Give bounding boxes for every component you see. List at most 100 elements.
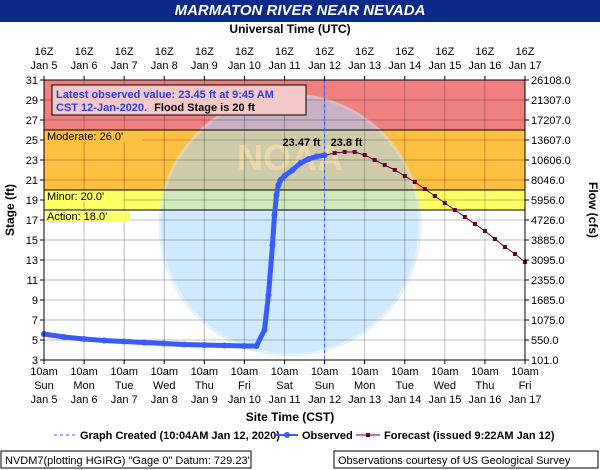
bottom-tick-day: Thu <box>195 380 214 392</box>
top-tick-date: Jan 16 <box>468 60 501 72</box>
forecast-point <box>392 168 397 172</box>
observed-point <box>269 242 276 248</box>
forecast-point <box>462 215 467 219</box>
flow-tick-label: 2355.0 <box>531 275 565 287</box>
grid <box>43 79 526 361</box>
top-tick-hour: 16Z <box>35 46 54 58</box>
observed-point <box>253 343 260 349</box>
top-tick-date: Jan 11 <box>268 60 300 72</box>
top-tick-hour: 16Z <box>275 46 294 58</box>
flow-tick-label: 17207.0 <box>531 115 571 127</box>
y-tick-label: 9 <box>32 295 38 307</box>
bottom-tick-time: 10am <box>391 366 419 378</box>
info-line2-suffix: Flood Stage is 20 ft <box>154 102 255 114</box>
y-tick-label: 5 <box>32 335 38 347</box>
footer-left-text: NVDM7(plotting HGIRG) "Gage 0" Datum: 72… <box>5 455 250 467</box>
top-tick-hour: 16Z <box>315 46 334 58</box>
forecast-point <box>362 153 367 157</box>
top-tick-hour: 16Z <box>195 46 214 58</box>
top-tick-date: Jan 7 <box>111 60 138 72</box>
flow-tick-label: 21307.0 <box>531 95 571 107</box>
y-tick-label: 15 <box>26 235 38 247</box>
forecast-point <box>402 174 407 178</box>
forecast-point <box>442 201 447 205</box>
observed-peak-label: 23.47 ft <box>283 137 321 149</box>
band-label-bg <box>45 131 142 142</box>
bottom-tick-day: Tue <box>115 380 134 392</box>
band-label-moderate: Moderate: 26.0' <box>47 131 123 143</box>
bottom-tick-date: Jan 12 <box>308 394 341 406</box>
forecast-point <box>352 150 357 154</box>
info-line1: Latest observed value: 23.45 ft at 9:45 … <box>56 89 274 101</box>
top-tick-hour: 16Z <box>115 46 134 58</box>
bottom-tick-day: Mon <box>354 380 375 392</box>
legend-created-text: Graph Created (10:04AM Jan 12, 2020) <box>80 430 280 442</box>
noaa-watermark: NOAA <box>158 93 422 357</box>
top-tick-date: Jan 10 <box>228 60 261 72</box>
top-tick-hour: 16Z <box>475 46 494 58</box>
observed-point <box>305 156 312 162</box>
legend: Graph Created (10:04AM Jan 12, 2020) Obs… <box>54 430 555 442</box>
forecast-point <box>382 163 387 167</box>
legend-observed-text: Observed <box>302 430 353 442</box>
top-tick-date: Jan 17 <box>508 60 541 72</box>
forecast-point <box>412 180 417 184</box>
top-tick-hour: 16Z <box>435 46 454 58</box>
y-tick-label: 19 <box>26 195 38 207</box>
top-tick-date: Jan 12 <box>308 60 341 72</box>
bottom-tick-day: Wed <box>434 380 456 392</box>
top-tick-date: Jan 9 <box>191 60 218 72</box>
top-tick-hour: 16Z <box>395 46 414 58</box>
observed-point <box>271 212 278 218</box>
bottom-tick-date: Jan 6 <box>71 394 98 406</box>
flow-tick-label: 13607.0 <box>531 135 571 147</box>
y-tick-label: 3 <box>32 355 38 367</box>
bottom-tick-date: Jan 10 <box>228 394 261 406</box>
top-tick-date: Jan 6 <box>71 60 98 72</box>
bottom-tick-day: Sun <box>315 380 335 392</box>
bottom-tick-time: 10am <box>110 366 138 378</box>
top-tick-hour: 16Z <box>75 46 94 58</box>
y-tick-label: 11 <box>27 275 38 287</box>
bottom-tick-day: Mon <box>73 380 94 392</box>
observed-point <box>61 334 68 340</box>
observed-point <box>101 337 108 344</box>
forecast-point <box>492 237 497 241</box>
observed-point <box>275 182 282 188</box>
bottom-tick-time: 10am <box>70 366 98 378</box>
bottom-tick-date: Jan 14 <box>388 394 421 406</box>
observed-point <box>221 342 228 349</box>
y-axis-label: Stage (ft) <box>3 184 17 236</box>
observed-point <box>313 153 320 160</box>
bottom-tick-time: 10am <box>471 366 499 378</box>
y-tick-label: 27 <box>26 115 38 127</box>
footer-right-box <box>333 450 599 469</box>
bottom-tick-time: 10am <box>431 366 459 378</box>
chart-title: MARMATON RIVER NEAR NEVADA <box>0 0 600 22</box>
bottom-tick-date: Jan 7 <box>111 394 138 406</box>
legend-forecast-text: Forecast (issued 9:22AM Jan 12) <box>384 430 555 442</box>
flow-axis-label: Flow (cfs) <box>586 182 600 238</box>
bottom-tick-date: Jan 16 <box>468 394 501 406</box>
y-tick-label: 29 <box>26 95 38 107</box>
flow-tick-label: 1075.0 <box>531 315 565 327</box>
forecast-point <box>452 208 457 212</box>
observed-point <box>273 192 280 198</box>
bottom-tick-date: Jan 11 <box>268 394 300 406</box>
y-tick-label: 21 <box>26 175 38 187</box>
observed-point <box>141 339 148 346</box>
observed-point <box>281 173 288 179</box>
y-axis-ticks: 3 5 7 9 11 13 15 17 19 21 23 25 27 29 31 <box>26 75 44 367</box>
observed-series <box>41 152 328 349</box>
top-tick-date: Jan 5 <box>31 60 58 72</box>
bottom-tick-date: Jan 17 <box>508 394 541 406</box>
observed-point <box>201 342 208 348</box>
y-tick-label: 23 <box>26 155 38 167</box>
forecast-point <box>472 222 477 226</box>
flow-tick-label: 3885.0 <box>531 235 565 247</box>
bottom-tick-day: Sat <box>276 380 293 392</box>
observed-point <box>81 336 88 342</box>
flow-tick-label: 5956.0 <box>531 195 565 207</box>
observed-point <box>265 292 272 298</box>
